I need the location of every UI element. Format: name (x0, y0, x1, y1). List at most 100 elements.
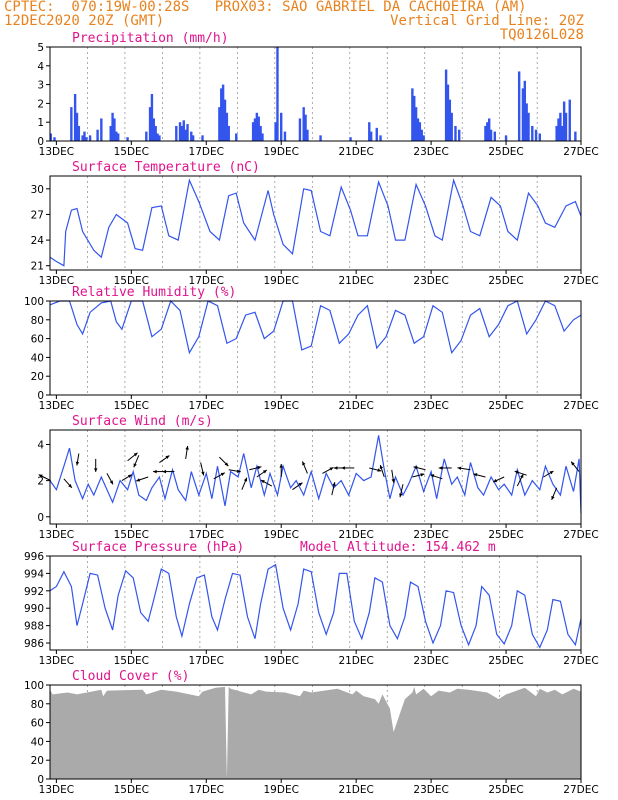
x-tick-label: 25DEC (488, 146, 523, 158)
precip-bar (70, 107, 73, 141)
wind-vector-head (571, 461, 575, 466)
wind-vector-head (220, 472, 225, 477)
y-tick-label: 60 (31, 718, 44, 730)
wind-vector-head (153, 469, 157, 474)
panel-title: Relative Humidity (%) (72, 285, 236, 300)
precip-bar (178, 122, 182, 141)
precip-bar (274, 122, 277, 141)
precip-bar (517, 71, 521, 141)
precip-bar (220, 88, 223, 141)
x-tick-label: 25DEC (488, 275, 523, 287)
header-date: 12DEC2020 20Z (GMT) (4, 13, 165, 29)
y-tick-label: 4 (37, 61, 44, 73)
x-tick-label: 23DEC (413, 146, 448, 158)
precip-bar (201, 135, 204, 141)
precip-bar (568, 99, 571, 141)
wind-vector-head (473, 473, 478, 477)
precip-bar (227, 125, 230, 141)
precip-bar (454, 125, 457, 141)
precip-bar (184, 129, 187, 141)
y-tick-label: 4 (37, 439, 44, 451)
y-tick-label: 986 (24, 638, 44, 650)
precip-bar (302, 107, 305, 141)
x-tick-label: 27DEC (563, 655, 598, 667)
y-tick-label: 30 (31, 184, 44, 196)
precip-bar (261, 133, 264, 141)
precip-bar (444, 69, 448, 141)
wind-vector-head (420, 473, 425, 477)
wind-vector-head (329, 467, 334, 471)
wind-vector-head (262, 470, 267, 474)
y-tick-label: 80 (31, 315, 44, 327)
precip-bar (53, 137, 56, 141)
y-tick-label: 0 (37, 512, 44, 524)
x-tick-label: 15DEC (114, 529, 149, 541)
wind-vector-head (551, 495, 555, 500)
wind-vector-head (493, 478, 498, 483)
wind-vector-head (162, 469, 167, 474)
precip-bar (521, 88, 525, 141)
wind-vector-head (127, 474, 132, 478)
x-tick-label: 23DEC (413, 400, 448, 412)
precip-bar (448, 99, 452, 141)
x-tick-label: 15DEC (114, 146, 149, 158)
precip-bar (235, 133, 238, 141)
wind-vector-head (38, 474, 43, 478)
x-tick-label: 19DEC (264, 400, 299, 412)
x-tick-label: 25DEC (488, 655, 523, 667)
wind-vector-head (260, 480, 265, 484)
y-tick-label: 1 (37, 117, 44, 129)
x-tick-label: 27DEC (563, 146, 598, 158)
precip-bar (555, 125, 558, 141)
panel-title: Precipitation (mm/h) (72, 31, 229, 46)
y-tick-label: 988 (24, 621, 44, 633)
y-tick-label: 40 (31, 352, 44, 364)
x-tick-label: 19DEC (264, 275, 299, 287)
wind-vector-head (399, 493, 403, 498)
precip-bar (574, 131, 577, 141)
y-tick-label: 100 (24, 296, 44, 308)
precip-bar (414, 107, 418, 141)
x-tick-label: 21DEC (338, 400, 373, 412)
x-tick-label: 13DEC (39, 275, 74, 287)
precip-bar (298, 118, 302, 141)
wind-vector-head (413, 465, 418, 470)
wind-vector-head (279, 464, 283, 468)
precip-bar (534, 129, 538, 141)
wind-vector-head (333, 466, 338, 470)
precip-bar (450, 112, 453, 141)
x-tick-label: 27DEC (563, 275, 598, 287)
precip-bar (527, 112, 530, 141)
precip-bar (557, 118, 560, 141)
y-tick-label: 0 (37, 774, 44, 786)
y-tick-label: 2 (37, 476, 44, 488)
precip-bar (180, 125, 184, 141)
precip-bar (276, 47, 279, 141)
precip-bar (259, 125, 262, 141)
wind-vector-head (109, 480, 113, 485)
wind-vector-head (93, 468, 98, 472)
precip-bar (145, 131, 148, 141)
x-tick-label: 17DEC (189, 146, 224, 158)
y-tick-label: 5 (37, 42, 44, 54)
precip-bar (156, 133, 159, 141)
y-tick-label: 100 (24, 680, 44, 692)
x-tick-label: 13DEC (39, 655, 74, 667)
precip-bar (255, 112, 259, 141)
x-tick-label: 17DEC (189, 529, 224, 541)
x-tick-label: 27DEC (563, 400, 598, 412)
precip-bar (223, 99, 227, 141)
x-tick-label: 17DEC (189, 275, 224, 287)
panel-frame (49, 555, 582, 651)
y-tick-label: 0 (37, 390, 44, 402)
precip-bar (369, 131, 373, 141)
precip-bar (489, 129, 493, 141)
panel-frame (49, 429, 582, 525)
x-tick-label: 23DEC (413, 655, 448, 667)
x-tick-label: 13DEC (39, 146, 74, 158)
precip-bar (416, 118, 420, 141)
wind-vector-head (298, 482, 303, 487)
y-tick-label: 2 (37, 98, 44, 110)
precip-bar (561, 125, 564, 141)
